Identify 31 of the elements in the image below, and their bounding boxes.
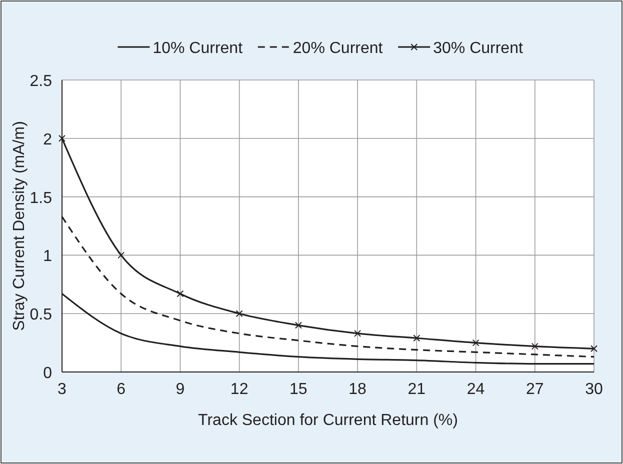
x-axis-title: Track Section for Current Return (%)	[198, 412, 458, 429]
y-tick-label: 1.5	[30, 190, 52, 207]
point	[413, 334, 420, 342]
y-axis-title: Stray Current Density (mA/m)	[11, 121, 28, 331]
point	[531, 342, 538, 350]
x-tick-label: 12	[230, 381, 248, 398]
point	[118, 252, 125, 259]
point	[590, 345, 598, 352]
y-tick-label: 0.5	[30, 306, 52, 324]
point	[58, 134, 66, 142]
legend-label: 10% Current	[152, 40, 244, 57]
legend-label: 30% Current	[433, 40, 524, 57]
x-tick-label: 9	[176, 381, 185, 398]
point	[236, 310, 243, 318]
x-tick-label: 30	[585, 381, 603, 398]
y-tick-label: 1	[43, 248, 52, 266]
x-tick-label: 15	[290, 381, 308, 398]
point	[472, 339, 480, 346]
x-tick-label: 18	[348, 381, 367, 398]
x-tick-label: 6	[116, 381, 126, 398]
y-tick-label: 2.5	[30, 73, 52, 90]
legend-label: 20% Current	[292, 40, 384, 57]
x-tick-label: 27	[526, 381, 544, 398]
x-tick-label: 3	[58, 381, 67, 398]
x-tick-label: 24	[466, 381, 485, 398]
point	[294, 322, 302, 329]
point	[176, 290, 184, 298]
y-tick-label: 2	[43, 131, 52, 148]
point	[354, 330, 362, 337]
x-tick-label: 21	[408, 381, 426, 398]
y-tick-label: 0	[43, 365, 52, 382]
